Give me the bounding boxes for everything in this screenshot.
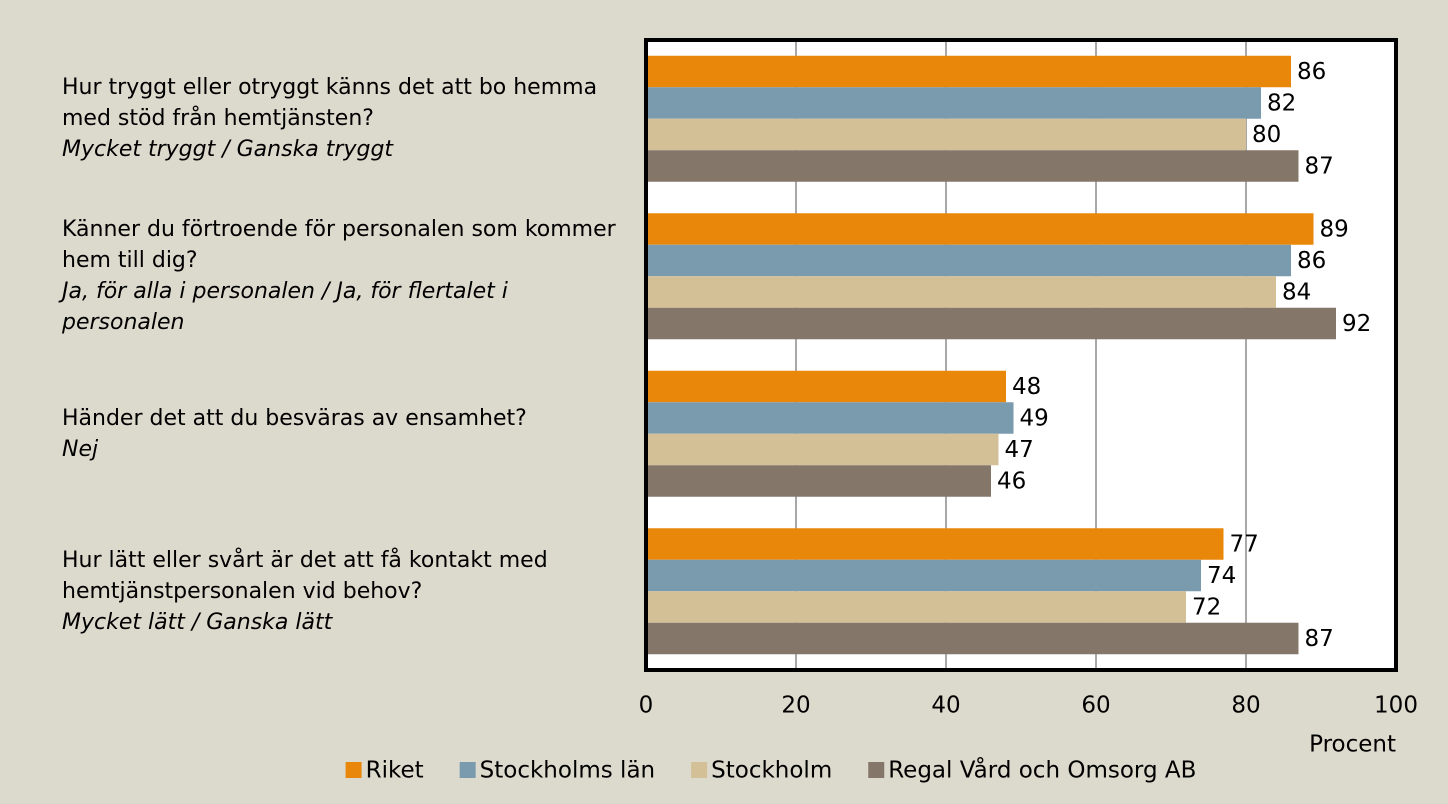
category-label: Hur lätt eller svårt är det att få konta… (62, 513, 622, 671)
legend-swatch (691, 762, 708, 778)
x-tick-label: 100 (1374, 693, 1418, 719)
x-tick-label: 80 (1231, 693, 1260, 719)
value-label: 87 (1305, 154, 1334, 180)
bar (646, 244, 1291, 277)
bar (646, 402, 1014, 434)
value-label: 77 (1230, 532, 1259, 558)
legend-label: Stockholms län (480, 758, 655, 784)
bar (646, 55, 1291, 88)
value-label: 87 (1305, 626, 1334, 652)
value-label: 46 (997, 469, 1026, 495)
value-label: 89 (1320, 217, 1349, 243)
bar (646, 150, 1299, 182)
category-question: Händer det att du besväras av ensamhet? (62, 405, 527, 431)
category-question: Hur tryggt eller otryggt känns det att b… (62, 75, 598, 132)
bar (646, 213, 1314, 245)
legend-swatch (868, 762, 885, 778)
legend-swatch (459, 762, 476, 778)
legend-swatch (345, 762, 362, 778)
value-label: 47 (1005, 437, 1034, 463)
value-label: 92 (1342, 311, 1371, 337)
bar (646, 87, 1261, 119)
x-tick-label: 0 (639, 693, 654, 719)
category-note: Nej (62, 436, 99, 462)
bar (646, 433, 999, 466)
plot-border (644, 38, 1398, 672)
category-label: Känner du förtroende för personalen som … (62, 198, 622, 356)
value-label: 84 (1282, 280, 1311, 306)
value-label: 86 (1297, 59, 1326, 85)
legend-label: Regal Vård och Omsorg AB (888, 756, 1196, 784)
x-axis-label: Procent (1309, 732, 1396, 758)
category-note: Mycket lätt / Ganska lätt (62, 609, 333, 635)
bar (646, 465, 991, 497)
bar (646, 370, 1006, 403)
value-label: 49 (1020, 406, 1049, 432)
value-label: 82 (1267, 91, 1296, 117)
value-label: 80 (1252, 122, 1281, 148)
category-note: Mycket tryggt / Ganska tryggt (62, 137, 394, 163)
bar (646, 307, 1336, 340)
legend: Riket Stockholms län Stockholm Regal Vård o… (345, 756, 1196, 784)
value-label: 86 (1297, 248, 1326, 274)
legend-label: Riket (366, 758, 424, 784)
x-tick-label: 20 (781, 693, 810, 719)
bar (646, 622, 1299, 655)
category-question: Hur lätt eller svårt är det att få konta… (62, 547, 548, 604)
bar (646, 118, 1246, 151)
bar (646, 276, 1276, 308)
legend-label: Stockholm (711, 758, 832, 784)
category-label: Hur tryggt eller otryggt känns det att b… (62, 40, 622, 198)
x-tick-label: 60 (1081, 693, 1110, 719)
category-question: Känner du förtroende för personalen som … (62, 217, 616, 274)
value-label: 74 (1207, 563, 1236, 589)
value-label: 72 (1192, 595, 1221, 621)
category-note: Ja, för alla i personalen / Ja, för fler… (62, 279, 508, 336)
bar (646, 528, 1224, 560)
x-tick-label: 40 (931, 693, 960, 719)
category-label: Händer det att du besväras av ensamhet? N… (62, 355, 622, 513)
bar (646, 559, 1201, 592)
value-label: 48 (1012, 374, 1041, 400)
bar (646, 591, 1186, 623)
